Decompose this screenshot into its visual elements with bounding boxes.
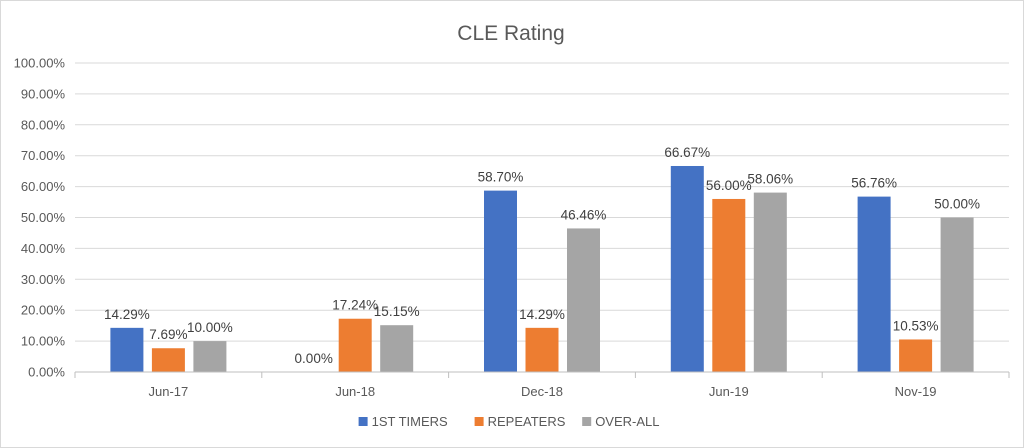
bar <box>193 341 227 372</box>
data-label: 17.24% <box>332 298 378 313</box>
y-tick-label: 50.00% <box>21 210 66 225</box>
bar <box>525 327 559 372</box>
legend-label: OVER-ALL <box>595 414 659 429</box>
y-tick-label: 10.00% <box>21 334 66 349</box>
data-label: 58.06% <box>747 172 793 187</box>
y-tick-label: 20.00% <box>21 303 66 318</box>
legend: 1ST TIMERS REPEATERS OVER-ALL <box>358 414 660 429</box>
bar <box>484 190 517 372</box>
bar <box>338 318 372 372</box>
data-label: 10.00% <box>187 320 233 335</box>
legend-swatch <box>358 417 368 426</box>
data-label: 0.00% <box>295 351 333 366</box>
legend-item: REPEATERS <box>474 414 566 429</box>
x-tick-label: Nov-19 <box>895 384 937 399</box>
data-label: 7.69% <box>149 327 187 342</box>
bar <box>151 348 185 372</box>
series-repeaters: 7.69% 17.24% 14.29% 56.00% 10.53% <box>149 178 938 372</box>
y-tick-label: 70.00% <box>21 148 66 163</box>
bar <box>712 198 746 372</box>
chart-title: CLE Rating <box>457 22 564 45</box>
bar <box>940 217 974 372</box>
gridlines <box>75 62 1009 342</box>
x-tick-label: Jun-17 <box>149 384 189 399</box>
legend-swatch <box>582 417 592 426</box>
y-tick-label: 60.00% <box>21 179 66 194</box>
data-label: 56.76% <box>851 176 897 191</box>
legend-item: 1ST TIMERS <box>358 414 448 429</box>
data-label: 14.29% <box>519 307 565 322</box>
x-tick-label: Jun-18 <box>335 384 375 399</box>
y-tick-label: 90.00% <box>21 86 66 101</box>
data-label: 66.67% <box>664 145 710 160</box>
x-tick-label: Dec-18 <box>521 384 563 399</box>
bar <box>753 192 787 372</box>
data-label: 58.70% <box>478 170 524 185</box>
y-tick-label: 80.00% <box>21 117 66 132</box>
legend-swatch <box>474 417 484 426</box>
x-tick-label: Jun-19 <box>709 384 749 399</box>
bars: 14.29% 0.00% 58.70% 66.67% 56.76% 7.69% 17.24%… <box>104 145 980 372</box>
series-1st-timers: 14.29% 0.00% 58.70% 66.67% 56.76% <box>104 145 897 372</box>
data-label: 56.00% <box>706 178 752 193</box>
bar <box>857 196 891 372</box>
y-tick-label: 40.00% <box>21 241 66 256</box>
bar <box>380 325 414 372</box>
data-label: 46.46% <box>561 207 607 222</box>
data-label: 10.53% <box>893 318 939 333</box>
series-over-all: 10.00% 15.15% 46.46% 58.06% 50.00% <box>187 172 980 372</box>
y-tick-label: 30.00% <box>21 272 66 287</box>
legend-label: REPEATERS <box>488 414 566 429</box>
bar <box>670 165 704 372</box>
y-axis: 0.00% 10.00% 20.00% 30.00% 40.00% 50.00% 60.00… <box>14 56 66 380</box>
bar <box>567 228 600 372</box>
data-label: 50.00% <box>934 197 980 212</box>
legend-item: OVER-ALL <box>582 414 660 429</box>
y-tick-label: 100.00% <box>14 56 66 71</box>
bar <box>110 327 144 372</box>
bar <box>899 339 933 372</box>
legend-label: 1ST TIMERS <box>372 414 448 429</box>
data-label: 15.15% <box>374 304 420 319</box>
y-tick-label: 0.00% <box>28 365 65 380</box>
data-label: 14.29% <box>104 307 150 322</box>
x-axis: Jun-17 Jun-18 Dec-18 Jun-19 Nov-19 <box>74 371 1010 399</box>
